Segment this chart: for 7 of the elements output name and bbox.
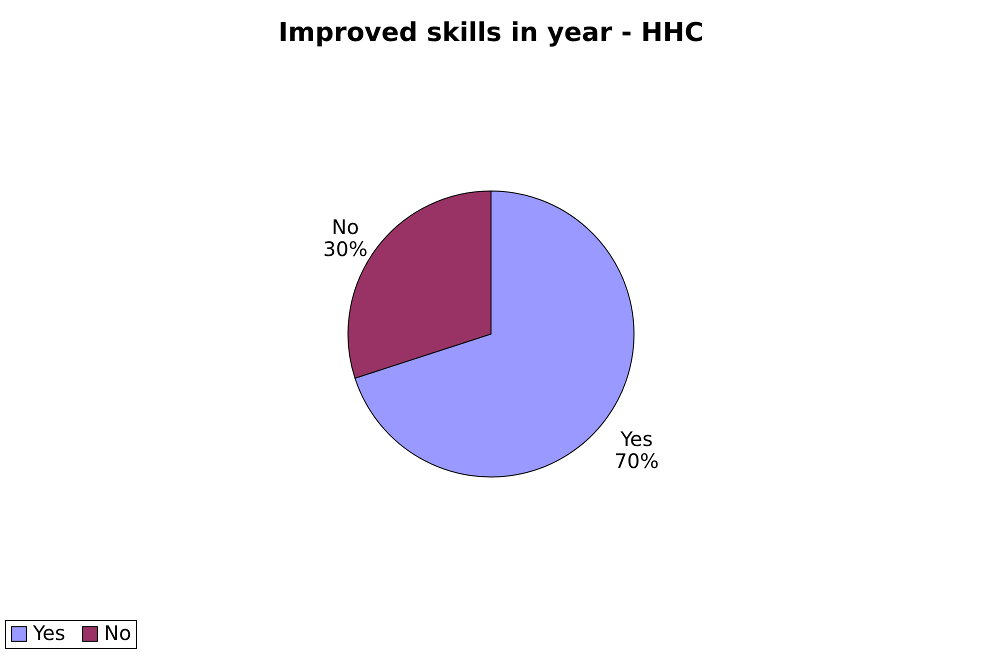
legend-label: No <box>104 621 132 645</box>
data-label: 70% <box>614 448 659 473</box>
data-label: 30% <box>323 237 368 262</box>
legend-label: Yes <box>32 621 66 645</box>
slice-label: Yes <box>619 426 653 451</box>
chart-title: Improved skills in year - HHC <box>278 18 704 48</box>
slice-label: No <box>332 215 359 240</box>
